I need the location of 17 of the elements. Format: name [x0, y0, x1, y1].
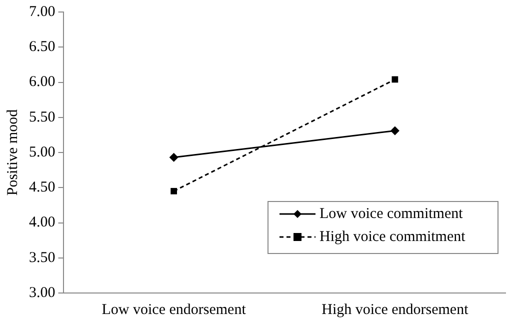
y-tick-label: 4.00: [29, 214, 56, 231]
y-tick-label: 5.00: [29, 144, 56, 160]
x-tick-label: High voice endorsement: [322, 302, 470, 318]
point: [390, 126, 400, 136]
y-tick-label: 4.50: [29, 180, 56, 196]
legend-label: High voice commitment: [320, 228, 466, 245]
y-tick-label: 6.00: [29, 74, 56, 90]
y-tick-label: 3.00: [29, 284, 56, 301]
y-tick-label: 3.50: [29, 250, 56, 266]
y-axis-title: Positive mood: [4, 108, 21, 196]
y-tick-label: 7.00: [29, 4, 56, 20]
y-tick-label: 5.50: [29, 109, 56, 126]
point: [170, 188, 177, 194]
legend-label: Low voice commitment: [320, 206, 464, 222]
point: [169, 152, 178, 162]
x-tick-label: Low voice endorsement: [102, 302, 247, 318]
y-tick-label: 6.50: [29, 39, 56, 56]
